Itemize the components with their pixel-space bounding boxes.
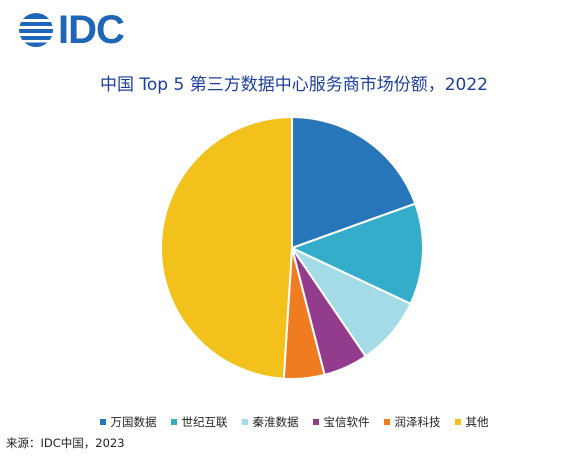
legend-swatch [312, 419, 319, 425]
legend-item: 润泽科技 [383, 414, 441, 430]
chart-title: 中国 Top 5 第三方数据中心服务商市场份额，2022 [100, 75, 488, 95]
pie-slice-6 [160, 115, 293, 380]
legend-label: 万国数据 [110, 415, 157, 429]
legend-item: 万国数据 [99, 414, 157, 430]
pie-slice-2 [289, 202, 424, 306]
legend-label: 世纪互联 [181, 415, 228, 429]
legend-item: 宝信软件 [312, 414, 370, 430]
legend-swatch [454, 419, 461, 425]
legend-swatch [99, 419, 106, 425]
idc-logo: IDC [18, 8, 125, 52]
legend-label: 秦淮数据 [252, 415, 299, 429]
legend-swatch [170, 419, 177, 425]
legend-item: 世纪互联 [170, 414, 228, 430]
pie-slice-1 [291, 115, 417, 250]
legend-item: 其他 [454, 414, 489, 430]
legend-label: 宝信软件 [323, 415, 370, 429]
legend-swatch [241, 419, 248, 425]
source-note: 来源：IDC中国，2023 [6, 436, 125, 450]
legend-label: 其他 [465, 415, 489, 429]
legend-item: 秦淮数据 [241, 414, 299, 430]
pie-chart [160, 115, 424, 380]
globe-icon [19, 13, 53, 47]
chart-legend: 万国数据 世纪互联 秦淮数据 宝信软件 润泽科技 其他 [0, 414, 588, 430]
legend-swatch [383, 419, 390, 425]
logo-text: IDC [58, 8, 125, 52]
legend-label: 润泽科技 [394, 415, 441, 429]
